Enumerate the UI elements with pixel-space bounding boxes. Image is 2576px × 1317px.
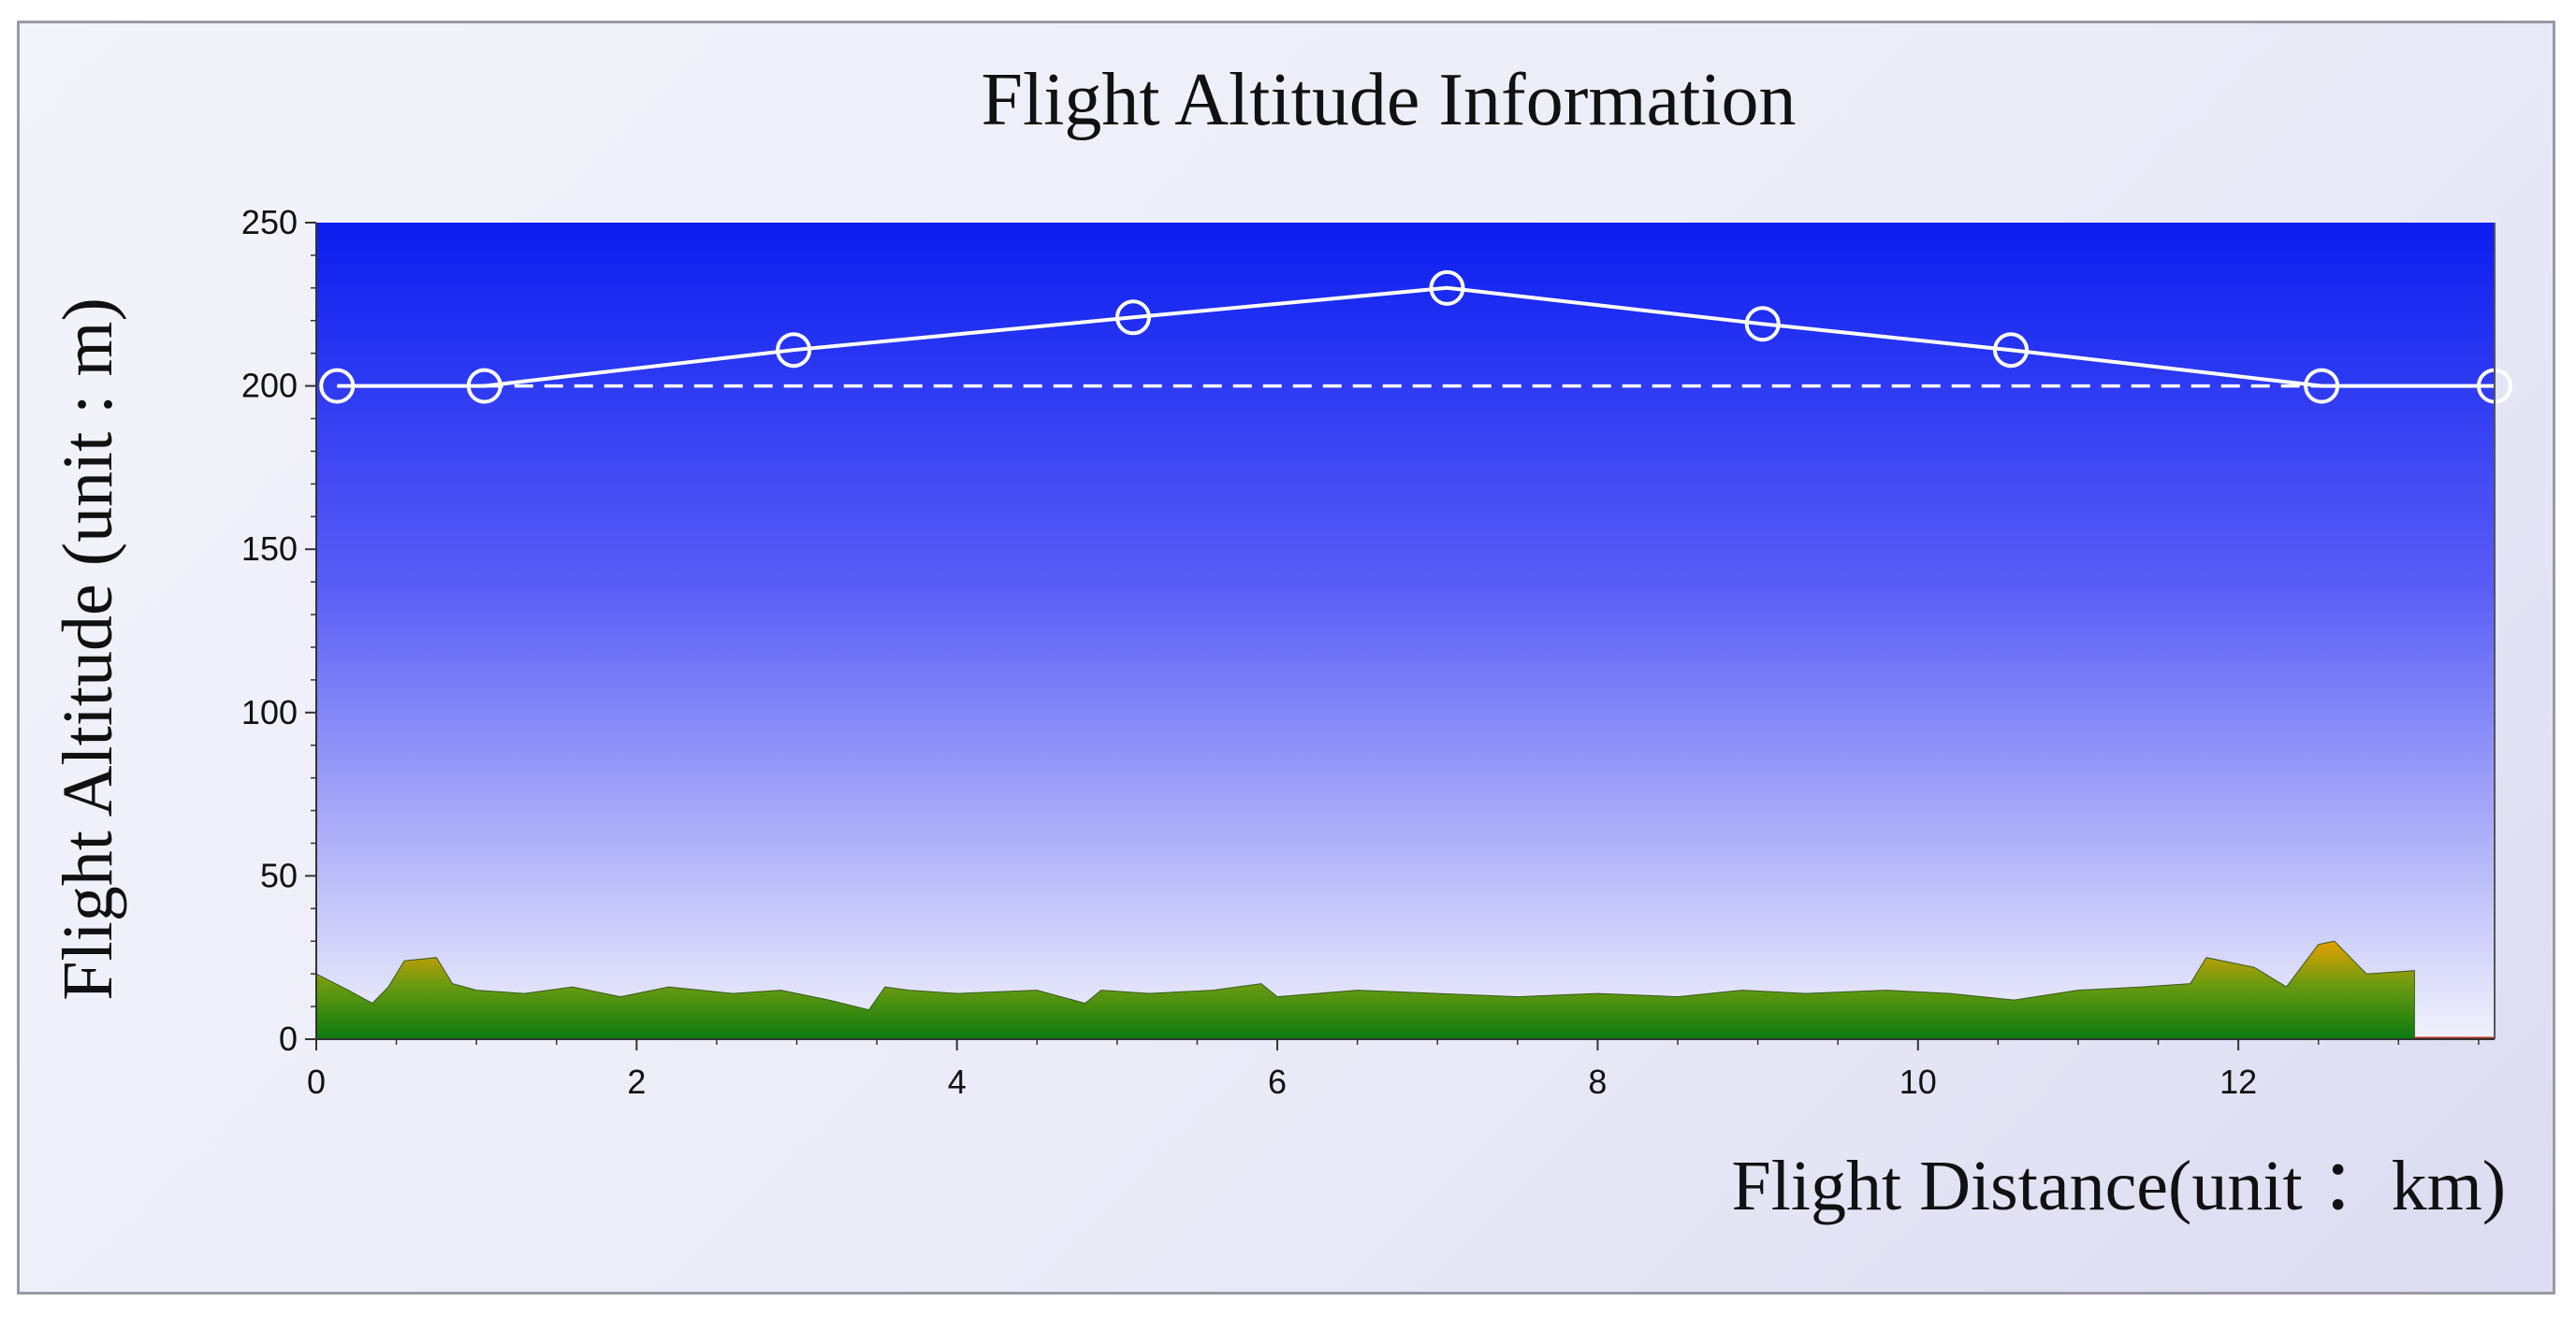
y-tick-label: 50	[260, 856, 298, 894]
chart-title: Flight Altitude Information	[981, 59, 1796, 141]
x-tick-label: 8	[1588, 1063, 1607, 1101]
x-tick-label: 2	[627, 1063, 646, 1101]
x-axis-title: Flight Distance(unit ：km)	[1732, 1147, 2506, 1225]
waypoint-marker	[1744, 306, 1781, 342]
terrain-area	[315, 940, 2415, 1040]
flight-path-line	[337, 285, 2495, 388]
y-tick-group: 0 50 100 150 200 250	[241, 203, 316, 1058]
y-tick-label: 100	[241, 693, 298, 731]
waypoint-marker	[466, 368, 502, 404]
y-axis-title: Flight Altitude (unit : m)	[49, 297, 127, 1001]
waypoint-marker	[1115, 299, 1151, 336]
y-tick-label: 200	[241, 367, 298, 405]
y-tick-label: 250	[241, 203, 298, 241]
waypoint-marker	[319, 368, 356, 404]
plot-area-sky	[316, 223, 2495, 1039]
altitude-chart: Flight Altitude Information 050100150200…	[49, 59, 2512, 1225]
waypoint-marker	[2304, 368, 2340, 404]
chart-frame: Flight Altitude Information 0 50 100 150 200…	[17, 21, 2555, 1295]
x-tick-label: 6	[1268, 1063, 1287, 1101]
x-tick-label: 0	[307, 1063, 326, 1101]
x-tick-label: 12	[2219, 1063, 2257, 1101]
y-tick-label: 0	[279, 1020, 298, 1058]
waypoint-marker	[1993, 332, 2030, 369]
waypoint-marker	[776, 332, 812, 369]
x-tick-label: 4	[948, 1063, 967, 1101]
waypoint-marker	[1429, 269, 1465, 306]
waypoint-markers	[319, 269, 2512, 404]
x-tick-group: 0 2 4 6 8 10 12	[307, 1039, 2480, 1101]
x-tick-label: 10	[1899, 1063, 1937, 1101]
y-tick-label: 150	[241, 529, 298, 568]
